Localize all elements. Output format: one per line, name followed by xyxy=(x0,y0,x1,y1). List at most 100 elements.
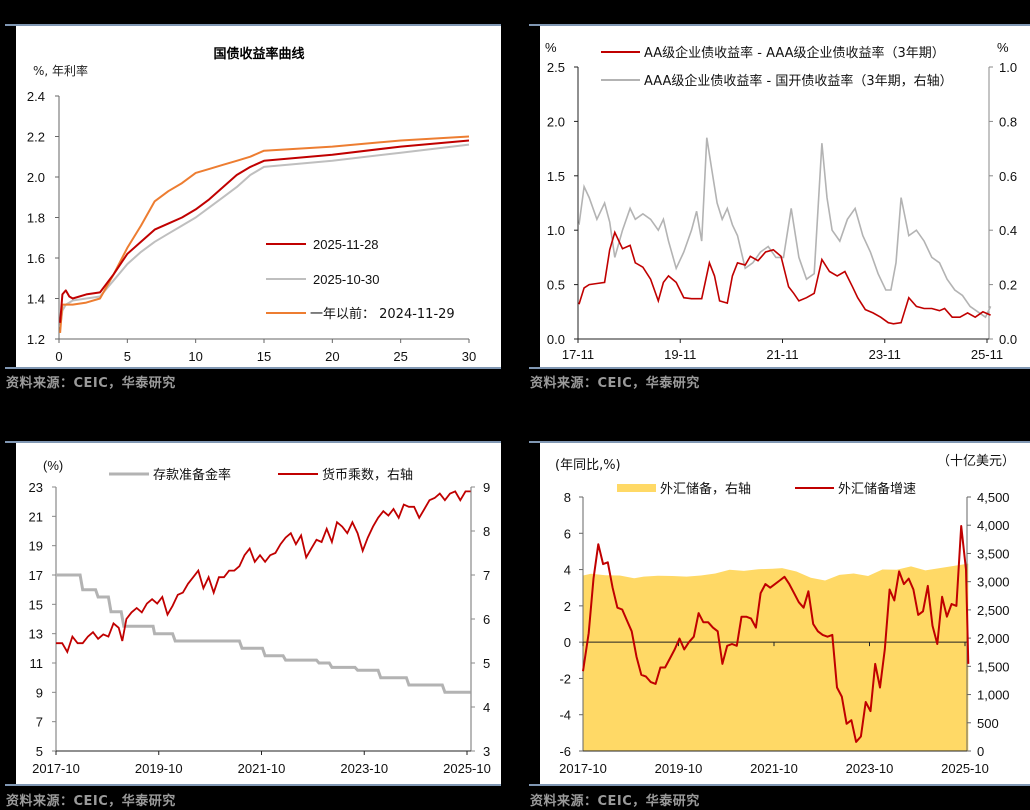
y-right-tick-label: 7 xyxy=(483,568,490,583)
x-tick-label: 2017-10 xyxy=(32,761,80,776)
top-right-rule xyxy=(529,24,1030,26)
y-tick-label: 21 xyxy=(29,509,43,524)
x-tick-label: 25 xyxy=(393,349,407,364)
chart-title: 国债收益率曲线 xyxy=(213,46,304,62)
y-right-tick-label: 0.2 xyxy=(999,278,1017,293)
y-right-tick-label: 9 xyxy=(483,480,490,495)
x-tick-label: 2023-10 xyxy=(340,761,388,776)
y-tick-label: 8 xyxy=(564,490,571,505)
y-right-tick-label: 2,000 xyxy=(977,631,1010,646)
y-right-tick-label: 4 xyxy=(483,700,490,715)
y-tick-label: 2.0 xyxy=(27,170,45,185)
y-right-tick-label: 4,500 xyxy=(977,490,1010,505)
y-axis-label: %, 年利率 xyxy=(33,63,88,78)
bottom-right-bottom-rule xyxy=(529,784,1030,786)
left-axis-unit: (%) xyxy=(43,458,63,473)
x-tick-label: 15 xyxy=(257,349,271,364)
x-tick-label: 2019-10 xyxy=(655,761,703,776)
y-tick-label: 1.2 xyxy=(27,332,45,347)
legend-label: 一年以前： 2024-11-29 xyxy=(310,306,455,322)
right-axis-unit: （十亿美元） xyxy=(937,454,1015,469)
series-line xyxy=(582,525,970,743)
y-tick-label: 19 xyxy=(29,539,43,554)
series-area xyxy=(583,563,969,751)
reserve-ratio-chart: (%) 5 7 9 11 13 15 17 19 21 23 3 4 5 6 7 8 9 2017-10 2019-1… xyxy=(29,458,491,776)
y-tick-label: 7 xyxy=(36,715,43,730)
source-note-bottom-left: 资料来源：CEIC，华泰研究 xyxy=(6,794,176,809)
x-tick-label: 0 xyxy=(55,349,62,364)
y-tick-label: 4 xyxy=(564,563,571,578)
bottom-left-rule xyxy=(5,441,501,443)
x-tick-label: 21-11 xyxy=(766,347,798,362)
x-tick-label: 17-11 xyxy=(562,347,594,362)
series-line xyxy=(56,573,471,694)
y-tick-label: 0 xyxy=(564,635,571,650)
legend-label: 存款准备金率 xyxy=(153,467,231,483)
y-right-tick-label: 4,000 xyxy=(977,518,1010,533)
y-right-tick-label: 1,000 xyxy=(977,688,1010,703)
y-right-tick-label: 1.0 xyxy=(999,60,1017,75)
y-tick-label: 1.5 xyxy=(547,169,565,184)
y-tick-label: 2 xyxy=(564,599,571,614)
top-left-bottom-rule xyxy=(5,367,501,369)
bottom-left-bottom-rule xyxy=(5,784,501,786)
x-tick-label: 19-11 xyxy=(664,347,696,362)
top-right-bottom-rule xyxy=(529,367,1030,369)
legend-swatch xyxy=(617,484,656,492)
y-tick-label: 23 xyxy=(29,480,43,495)
y-tick-label: 2.5 xyxy=(547,60,565,75)
y-tick-label: 13 xyxy=(29,627,43,642)
y-tick-label: -6 xyxy=(559,744,571,759)
yield-curve-panel xyxy=(16,26,501,367)
x-tick-label: 5 xyxy=(124,349,131,364)
credit-spread-chart: % % 0.0 0.5 1.0 1.5 2.0 2.5 0.0 0.2 0.4 0.6 0.8 1.0 17… xyxy=(545,40,1017,362)
y-right-tick-label: 6 xyxy=(483,612,490,627)
y-right-tick-label: 0.6 xyxy=(999,169,1017,184)
y-tick-label: 1.8 xyxy=(27,211,45,226)
y-right-tick-label: 3 xyxy=(483,744,490,759)
series-line xyxy=(578,230,991,325)
y-tick-label: -2 xyxy=(559,671,571,686)
y-tick-label: 11 xyxy=(30,656,44,671)
legend-label: AA级企业债收益率 - AAA级企业债收益率（3年期） xyxy=(644,45,945,61)
y-tick-label: 5 xyxy=(36,744,43,759)
y-tick-label: 1.0 xyxy=(547,223,565,238)
y-right-tick-label: 0.4 xyxy=(999,223,1017,238)
series-line xyxy=(56,490,471,655)
x-tick-label: 2025-10 xyxy=(941,761,989,776)
reserve-ratio-panel xyxy=(16,443,501,784)
y-tick-label: 2.2 xyxy=(27,130,45,145)
legend-label: 2025-10-30 xyxy=(313,272,380,287)
y-right-tick-label: 2,500 xyxy=(977,603,1010,618)
legend-label: 2025-11-28 xyxy=(313,237,379,252)
x-tick-label: 25-11 xyxy=(971,347,1003,362)
credit-spread-panel xyxy=(540,26,1030,367)
y-right-tick-label: 1,500 xyxy=(977,659,1010,674)
source-note-bottom-right: 资料来源：CEIC，华泰研究 xyxy=(530,794,700,809)
series-line xyxy=(59,135,470,333)
right-axis-unit: % xyxy=(997,40,1009,55)
y-tick-label: 15 xyxy=(29,597,43,612)
x-tick-label: 30 xyxy=(462,349,476,364)
x-tick-label: 2019-10 xyxy=(135,761,183,776)
y-tick-label: 1.6 xyxy=(27,251,45,266)
y-tick-label: 1.4 xyxy=(27,292,45,307)
y-right-tick-label: 0.0 xyxy=(999,332,1017,347)
legend-label: AAA级企业债收益率 - 国开债收益率（3年期，右轴） xyxy=(644,73,953,89)
x-tick-label: 20 xyxy=(325,349,339,364)
x-tick-label: 2023-10 xyxy=(846,761,894,776)
x-tick-label: 2025-10 xyxy=(443,761,491,776)
y-right-tick-label: 3,500 xyxy=(977,546,1010,561)
fx-reserves-chart: (年同比,%) （十亿美元） -6 -4 -2 0 2 4 6 8 0 500 1,000 1,500 2,… xyxy=(555,454,1015,776)
x-tick-label: 2017-10 xyxy=(559,761,607,776)
source-note-top-right: 资料来源：CEIC，华泰研究 xyxy=(530,376,700,391)
y-right-tick-label: 0.8 xyxy=(999,114,1017,129)
y-tick-label: 2.0 xyxy=(547,114,565,129)
y-right-tick-label: 500 xyxy=(977,716,999,731)
y-tick-label: 0.0 xyxy=(547,332,565,347)
x-tick-label: 2021-10 xyxy=(238,761,286,776)
y-right-tick-label: 5 xyxy=(483,656,490,671)
y-tick-label: 0.5 xyxy=(547,278,565,293)
y-right-tick-label: 0 xyxy=(977,744,984,759)
